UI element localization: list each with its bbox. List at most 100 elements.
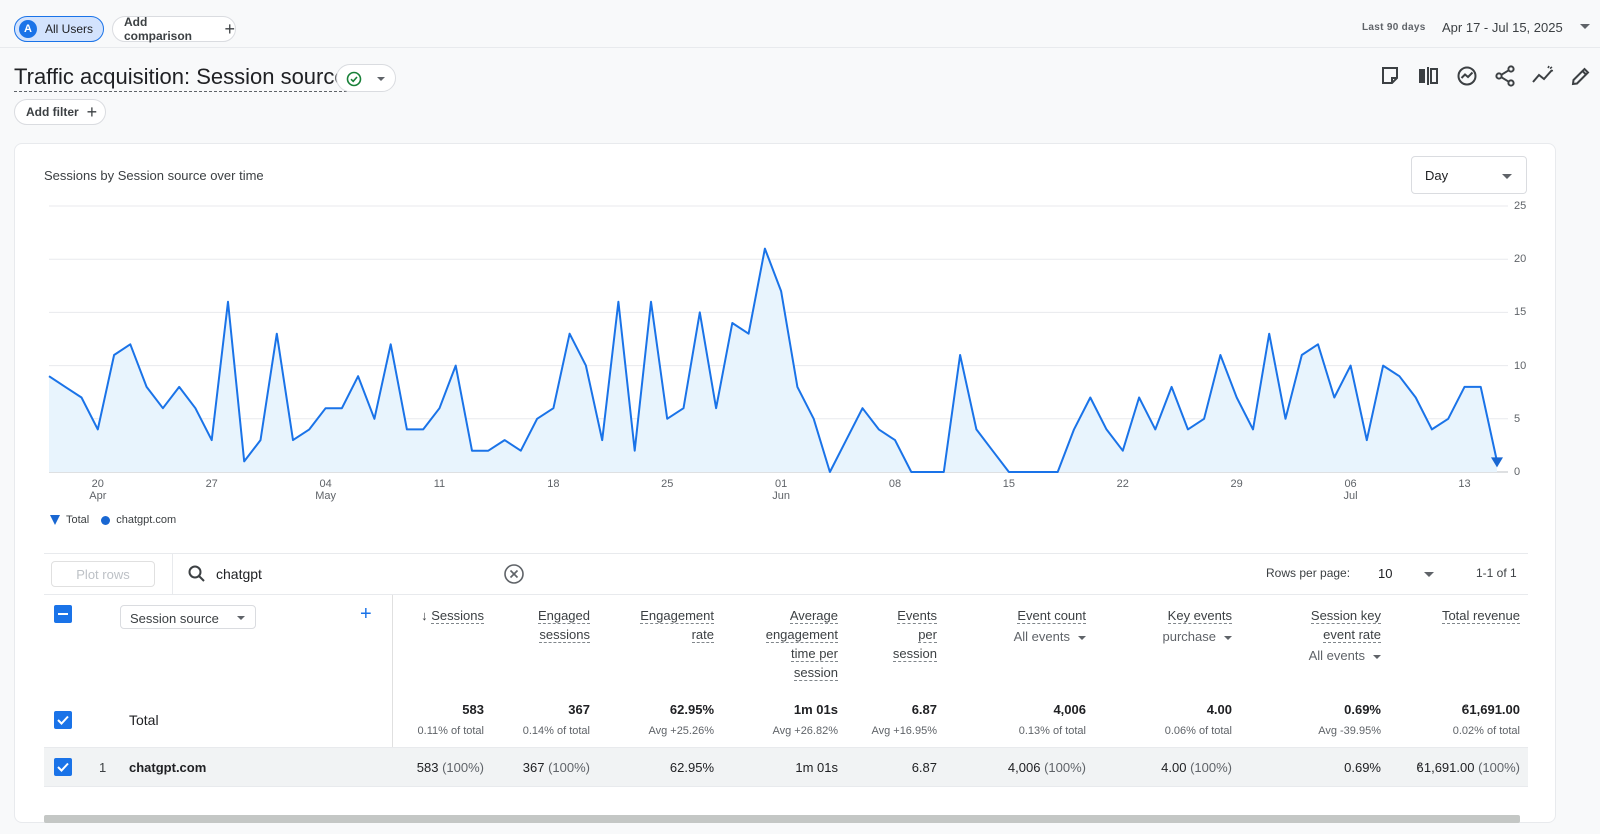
column-header-text: session	[793, 665, 838, 681]
table-row[interactable]	[44, 747, 1528, 786]
total-subtext: Avg -39.95%	[1318, 725, 1381, 737]
customize-report-icon[interactable]	[1378, 64, 1402, 88]
column-header[interactable]: Session key event rate All events	[1309, 606, 1381, 665]
dimension-select[interactable]: Session source	[120, 605, 256, 629]
y-tick-label: 15	[1514, 306, 1527, 319]
page-title-wrap: Traffic acquisition: Session source	[14, 64, 347, 92]
chevron-down-icon	[1373, 654, 1381, 659]
x-tick-day: 27	[205, 478, 218, 490]
trend-icon[interactable]	[1531, 64, 1555, 88]
legend-item-total[interactable]: Total	[49, 514, 89, 526]
total-value: 583	[462, 702, 484, 717]
x-tick-day: 18	[547, 478, 560, 490]
table-cell: 4,006 (100%)	[1008, 760, 1086, 775]
table-divider	[44, 594, 1528, 595]
compare-icon[interactable]	[1416, 64, 1440, 88]
segment-chip[interactable]: A All Users	[14, 16, 104, 42]
cell-value: 62.95%	[669, 760, 714, 775]
page-title[interactable]: Traffic acquisition: Session source	[14, 64, 347, 92]
clear-search-icon[interactable]	[503, 563, 525, 585]
x-tick-day: 25	[661, 478, 674, 490]
granularity-select[interactable]: Day	[1411, 156, 1527, 194]
date-range[interactable]: Apr 17 - Jul 15, 2025	[1442, 20, 1563, 35]
granularity-value: Day	[1425, 168, 1449, 183]
edit-icon[interactable]	[1569, 64, 1593, 88]
y-tick-label: 20	[1514, 253, 1527, 266]
column-header[interactable]: Average engagement time per session	[765, 606, 838, 682]
column-header[interactable]: Engagement rate	[640, 606, 714, 644]
add-comparison-label: Add comparison	[124, 15, 193, 43]
cell-percent: (100%)	[1474, 760, 1520, 775]
date-dropdown-icon[interactable]	[1580, 24, 1590, 29]
metric-filter-select: All events	[1309, 646, 1381, 665]
column-header[interactable]: ↓ Sessions	[421, 606, 484, 625]
series-dot-icon	[101, 515, 111, 525]
chevron-down-icon[interactable]	[1424, 572, 1434, 577]
metric-filter-select: purchase	[1163, 627, 1232, 646]
metric-filter-value: All events	[1013, 629, 1070, 644]
legend-item-chatgpt[interactable]: chatgpt.com	[101, 514, 176, 526]
check-icon	[57, 762, 69, 772]
cell-percent: (100%)	[438, 760, 484, 775]
column-header[interactable]: Total revenue	[1441, 606, 1520, 625]
metric-filter-value: purchase	[1162, 629, 1216, 644]
chart-legend: Total chatgpt.com	[49, 514, 188, 526]
plot-rows-button[interactable]: Plot rows	[51, 561, 155, 587]
total-label: Total	[129, 712, 159, 728]
cell-value: 4.00	[1161, 760, 1187, 775]
x-tick-label: 08	[875, 478, 915, 490]
x-tick-day: 04	[319, 478, 332, 490]
column-header-text: Key events	[1167, 608, 1232, 624]
row-checkbox[interactable]	[54, 758, 72, 776]
column-header-text: rate	[691, 627, 714, 643]
x-tick-label: 25	[647, 478, 687, 490]
sort-desc-icon: ↓	[421, 608, 432, 623]
legend-total-label: Total	[66, 514, 90, 526]
total-subtext: 0.06% of total	[1164, 725, 1232, 737]
pagination-info: 1-1 of 1	[1476, 566, 1517, 580]
x-tick-month: Apr	[89, 490, 107, 502]
column-header-text: Events	[897, 608, 937, 624]
insights-icon[interactable]	[1455, 64, 1479, 88]
chevron-down-icon	[237, 616, 245, 620]
table-cell: 583 (100%)	[417, 760, 484, 775]
cell-value: 4,006	[1007, 760, 1041, 775]
column-header-text: Sessions	[431, 608, 484, 624]
x-tick-month: May	[315, 490, 336, 502]
search-input[interactable]: chatgpt	[216, 566, 262, 582]
share-icon[interactable]	[1493, 64, 1517, 88]
total-row-checkbox[interactable]	[54, 711, 72, 729]
metric-filter-select: All events	[1014, 627, 1086, 646]
horizontal-scrollbar[interactable]	[44, 815, 1520, 823]
select-all-checkbox[interactable]	[54, 605, 72, 623]
y-tick-label: 25	[1514, 200, 1527, 212]
x-tick-day: 15	[1002, 478, 1016, 490]
row-dimension-value[interactable]: chatgpt.com	[129, 760, 207, 775]
column-header[interactable]: Engaged sessions	[537, 606, 590, 644]
cell-percent: (100%)	[1040, 760, 1086, 775]
column-header[interactable]: Event count All events	[1014, 606, 1086, 646]
plus-icon: +	[224, 18, 235, 39]
chevron-down-icon	[377, 77, 385, 81]
table-cell: 0.69%	[1344, 760, 1381, 775]
column-header-text: Session key	[1310, 608, 1381, 624]
total-subtext: Avg +16.95%	[871, 725, 937, 737]
chevron-down-icon	[1502, 174, 1512, 179]
x-tick-day: 13	[1458, 478, 1471, 490]
column-header[interactable]: Key events purchase	[1163, 606, 1232, 646]
report-status-pill[interactable]	[336, 64, 396, 92]
add-comparison-button[interactable]: Add comparison +	[112, 15, 236, 43]
x-tick-day: 29	[1230, 478, 1243, 490]
add-filter-button[interactable]: Add filter +	[14, 99, 106, 125]
chart-title: Sessions by Session source over time	[44, 168, 264, 183]
date-preset[interactable]: Last 90 days	[1362, 22, 1426, 33]
column-header[interactable]: Events per session	[892, 606, 937, 663]
column-header-text: time per	[791, 646, 838, 662]
total-value: 1m 01s	[793, 702, 838, 717]
rows-per-page-select[interactable]: 10	[1378, 566, 1393, 581]
y-tick-label: 0	[1514, 466, 1521, 478]
cell-value: 6.87	[911, 760, 937, 775]
indeterminate-icon	[58, 613, 68, 615]
add-dimension-button[interactable]: +	[360, 603, 372, 625]
plus-icon: +	[86, 101, 98, 122]
